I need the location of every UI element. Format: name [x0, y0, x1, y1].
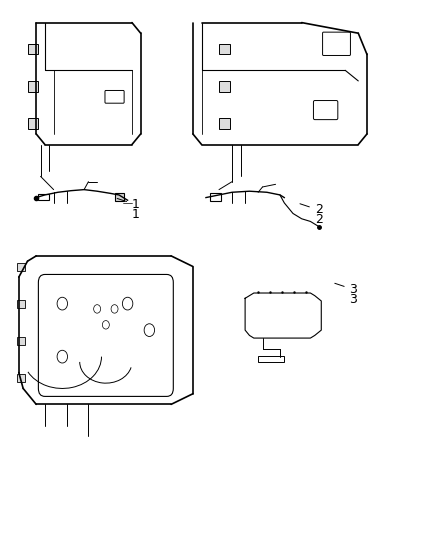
- Text: 3: 3: [350, 293, 357, 306]
- Text: 1: 1: [132, 208, 140, 221]
- FancyBboxPatch shape: [17, 263, 25, 271]
- FancyBboxPatch shape: [219, 118, 230, 128]
- FancyBboxPatch shape: [28, 44, 39, 54]
- FancyBboxPatch shape: [28, 81, 39, 92]
- FancyBboxPatch shape: [17, 337, 25, 345]
- FancyBboxPatch shape: [115, 193, 124, 201]
- Text: 2: 2: [300, 204, 323, 216]
- FancyBboxPatch shape: [219, 44, 230, 54]
- Text: 1: 1: [117, 198, 140, 211]
- Text: 2: 2: [315, 214, 323, 227]
- Text: 3: 3: [335, 283, 357, 296]
- FancyBboxPatch shape: [219, 81, 230, 92]
- FancyBboxPatch shape: [17, 300, 25, 308]
- FancyBboxPatch shape: [17, 374, 25, 382]
- FancyBboxPatch shape: [28, 118, 39, 128]
